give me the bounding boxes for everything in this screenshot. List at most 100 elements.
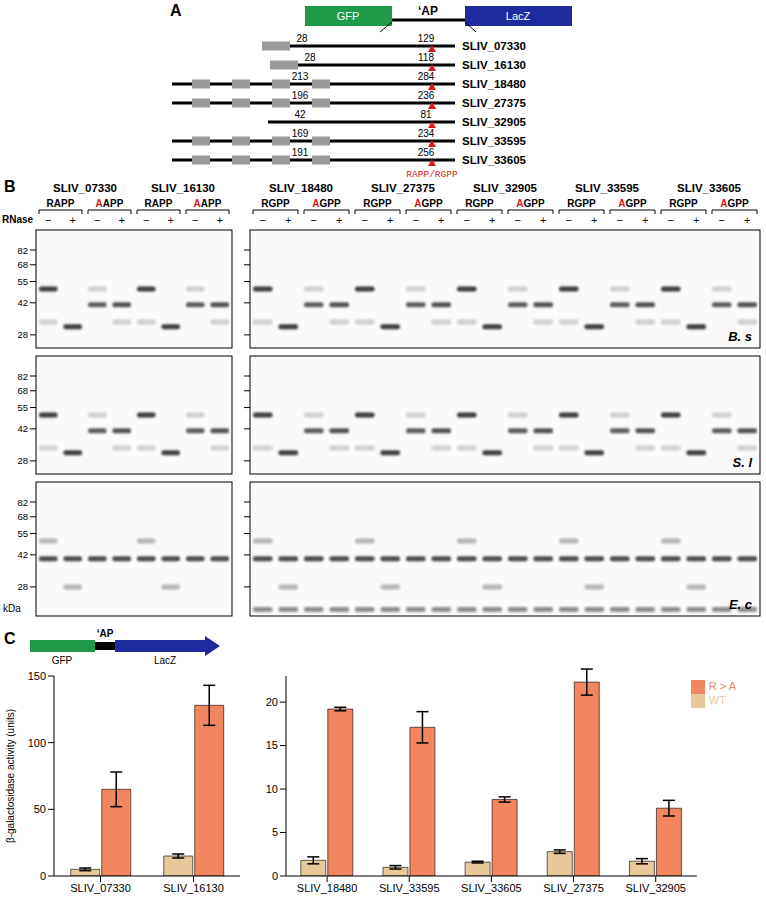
svg-text:SLIV_27375: SLIV_27375 bbox=[462, 97, 527, 109]
svg-text:SLIV_16130: SLIV_16130 bbox=[151, 182, 215, 194]
svg-text:SLIV_33605: SLIV_33605 bbox=[461, 882, 522, 894]
svg-text:68: 68 bbox=[17, 511, 28, 522]
svg-text:68: 68 bbox=[17, 259, 28, 270]
svg-text:82: 82 bbox=[17, 371, 28, 382]
svg-text:42: 42 bbox=[17, 423, 28, 434]
svg-text:28: 28 bbox=[17, 581, 28, 592]
svg-text:+: + bbox=[119, 214, 125, 226]
svg-text:AGPP: AGPP bbox=[312, 198, 341, 209]
svg-text:+: + bbox=[70, 214, 76, 226]
svg-text:55: 55 bbox=[17, 402, 28, 413]
svg-text:10: 10 bbox=[266, 783, 278, 795]
svg-text:GFP: GFP bbox=[52, 655, 73, 666]
svg-text:+: + bbox=[217, 214, 223, 226]
svg-text:SLIV_07330: SLIV_07330 bbox=[70, 882, 131, 894]
svg-text:RNase: RNase bbox=[2, 214, 34, 225]
svg-text:50: 50 bbox=[34, 803, 46, 815]
svg-text:191: 191 bbox=[292, 147, 309, 158]
svg-text:196: 196 bbox=[292, 90, 309, 101]
svg-text:SLIV_33605: SLIV_33605 bbox=[677, 182, 742, 194]
svg-text:B. s: B. s bbox=[728, 329, 752, 344]
svg-text:0: 0 bbox=[272, 870, 278, 882]
svg-text:234: 234 bbox=[418, 128, 435, 139]
svg-text:−: − bbox=[94, 214, 100, 226]
svg-text:−: − bbox=[413, 214, 419, 226]
svg-text:15: 15 bbox=[266, 739, 278, 751]
svg-text:−: − bbox=[362, 214, 368, 226]
svg-text:129: 129 bbox=[418, 33, 435, 44]
svg-text:RAPP: RAPP bbox=[145, 198, 173, 209]
svg-text:B: B bbox=[4, 178, 16, 195]
svg-text:AGPP: AGPP bbox=[618, 198, 647, 209]
svg-text:SLIV_33605: SLIV_33605 bbox=[462, 154, 527, 166]
svg-text:169: 169 bbox=[292, 128, 309, 139]
svg-text:82: 82 bbox=[17, 497, 28, 508]
svg-text:LacZ: LacZ bbox=[506, 10, 531, 22]
svg-text:AGPP: AGPP bbox=[720, 198, 749, 209]
svg-text:256: 256 bbox=[418, 147, 435, 158]
svg-text:SLIV_07330: SLIV_07330 bbox=[53, 182, 117, 194]
svg-text:β-galactosidase activity (unit: β-galactosidase activity (units) bbox=[5, 709, 16, 843]
svg-text:SLIV_16130: SLIV_16130 bbox=[462, 59, 526, 71]
svg-text:68: 68 bbox=[17, 385, 28, 396]
svg-text:−: − bbox=[719, 214, 725, 226]
svg-text:55: 55 bbox=[17, 528, 28, 539]
svg-text:SLIV_33595: SLIV_33595 bbox=[575, 182, 640, 194]
svg-text:A: A bbox=[170, 2, 182, 19]
svg-text:−: − bbox=[617, 214, 623, 226]
svg-text:+: + bbox=[438, 214, 444, 226]
svg-text:SLIV_27375: SLIV_27375 bbox=[371, 182, 436, 194]
svg-text:236: 236 bbox=[418, 90, 435, 101]
svg-text:+: + bbox=[642, 214, 648, 226]
svg-text:+: + bbox=[591, 214, 597, 226]
svg-text:150: 150 bbox=[28, 670, 46, 682]
svg-text:RAPP: RAPP bbox=[47, 198, 75, 209]
svg-text:42: 42 bbox=[17, 297, 28, 308]
svg-text:SLIV_18480: SLIV_18480 bbox=[297, 882, 358, 894]
svg-text:RGPP: RGPP bbox=[567, 198, 596, 209]
svg-text:0: 0 bbox=[40, 870, 46, 882]
svg-text:213: 213 bbox=[292, 71, 309, 82]
svg-text:SLIV_27375: SLIV_27375 bbox=[543, 882, 604, 894]
svg-text:‘AP: ‘AP bbox=[418, 4, 438, 18]
svg-text:AGPP: AGPP bbox=[516, 198, 545, 209]
svg-text:S. l: S. l bbox=[732, 455, 752, 470]
svg-text:RGPP: RGPP bbox=[261, 198, 290, 209]
svg-text:AAPP: AAPP bbox=[194, 198, 222, 209]
svg-text:SLIV_33595: SLIV_33595 bbox=[462, 135, 527, 147]
svg-text:SLIV_32905: SLIV_32905 bbox=[625, 882, 686, 894]
svg-text:28: 28 bbox=[304, 52, 316, 63]
svg-text:SLIV_18480: SLIV_18480 bbox=[462, 78, 526, 90]
svg-text:C: C bbox=[4, 630, 16, 647]
svg-text:−: − bbox=[515, 214, 521, 226]
svg-text:+: + bbox=[285, 214, 291, 226]
svg-text:28: 28 bbox=[17, 329, 28, 340]
svg-text:GFP: GFP bbox=[337, 10, 360, 22]
svg-text:42: 42 bbox=[17, 549, 28, 560]
svg-text:28: 28 bbox=[296, 33, 308, 44]
svg-text:28: 28 bbox=[17, 455, 28, 466]
svg-text:82: 82 bbox=[17, 245, 28, 256]
svg-text:−: − bbox=[668, 214, 674, 226]
svg-text:+: + bbox=[168, 214, 174, 226]
svg-text:E. c: E. c bbox=[729, 597, 753, 612]
svg-text:RGPP: RGPP bbox=[465, 198, 494, 209]
svg-text:SLIV_32905: SLIV_32905 bbox=[462, 116, 527, 128]
svg-text:100: 100 bbox=[28, 737, 46, 749]
svg-text:LacZ: LacZ bbox=[154, 655, 176, 666]
svg-text:+: + bbox=[336, 214, 342, 226]
svg-text:RAPP/RGPP: RAPP/RGPP bbox=[406, 169, 458, 180]
svg-text:AGPP: AGPP bbox=[414, 198, 443, 209]
svg-text:−: − bbox=[311, 214, 317, 226]
svg-text:+: + bbox=[387, 214, 393, 226]
svg-text:−: − bbox=[45, 214, 51, 226]
svg-text:81: 81 bbox=[420, 109, 432, 120]
svg-text:−: − bbox=[464, 214, 470, 226]
svg-text:RGPP: RGPP bbox=[363, 198, 392, 209]
svg-text:SLIV_33595: SLIV_33595 bbox=[379, 882, 440, 894]
svg-text:284: 284 bbox=[418, 71, 435, 82]
svg-text:SLIV_18480: SLIV_18480 bbox=[269, 182, 333, 194]
svg-text:42: 42 bbox=[294, 109, 306, 120]
svg-text:20: 20 bbox=[266, 696, 278, 708]
svg-text:SLIV_32905: SLIV_32905 bbox=[473, 182, 538, 194]
